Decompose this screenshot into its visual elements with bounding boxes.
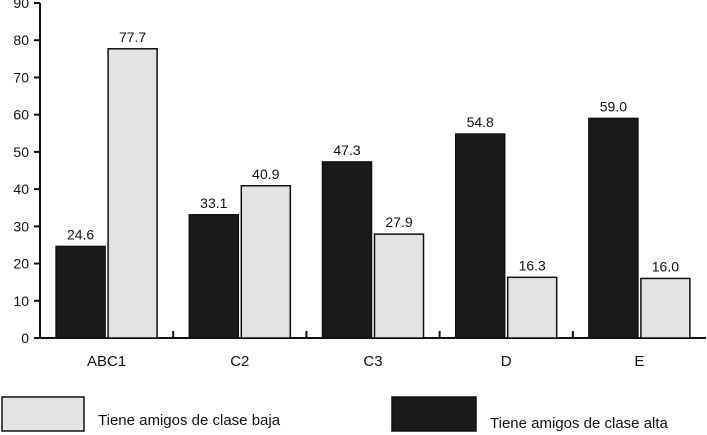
bar-abc1-series-1 [107,48,158,339]
legend-swatch [391,396,477,432]
y-axis: 0 10 20 30 40 50 60 70 80 90 [13,0,41,346]
data-label: 77.7 [119,29,146,45]
bar-c3-series-0 [321,161,373,339]
y-tick-label: 10 [13,293,29,309]
bars [55,48,691,339]
data-labels: 24.6 77.7 33.1 40.9 47.3 27.9 54.8 16.3 59.0 16.0 [67,29,679,275]
y-tick-label: 30 [13,218,29,234]
y-tick-label: 20 [13,256,29,272]
bar-c2-series-0 [188,214,240,339]
data-label: 16.0 [652,258,679,274]
y-tick-label: 0 [21,330,29,346]
y-tick-label: 70 [13,69,29,85]
data-label: 47.3 [333,142,360,158]
bar-c2-series-1 [240,185,292,339]
legend: Tiene amigos de clase baja Tiene amigos d… [1,396,669,432]
x-tick-label: C2 [230,353,249,370]
data-label: 16.3 [519,257,546,273]
bar-e-series-0 [588,117,639,339]
data-label: 33.1 [200,195,227,211]
data-label: 27.9 [385,214,412,230]
bar-e-series-1 [640,277,691,339]
bar-d-series-0 [454,133,506,339]
data-label: 24.6 [67,226,94,242]
x-tick-label: E [634,353,644,370]
y-tick-label: 80 [13,32,29,48]
y-tick-label: 60 [13,107,29,123]
data-label: 54.8 [467,114,494,130]
data-label: 40.9 [252,166,279,182]
y-tick-label: 40 [13,181,29,197]
y-tick-label: 50 [13,144,29,160]
legend-label: Tiene amigos de clase alta [490,415,669,432]
bar-c3-series-1 [373,233,425,339]
y-tick-label: 90 [13,0,29,11]
legend-swatch [1,396,85,432]
bar-abc1-series-0 [55,245,106,339]
x-tick-label: C3 [363,353,382,370]
data-label: 59.0 [600,98,627,114]
x-tick-label: D [501,353,512,370]
bar-d-series-1 [506,276,558,339]
legend-label: Tiene amigos de clase baja [98,412,281,429]
x-tick-label: ABC1 [87,353,126,370]
